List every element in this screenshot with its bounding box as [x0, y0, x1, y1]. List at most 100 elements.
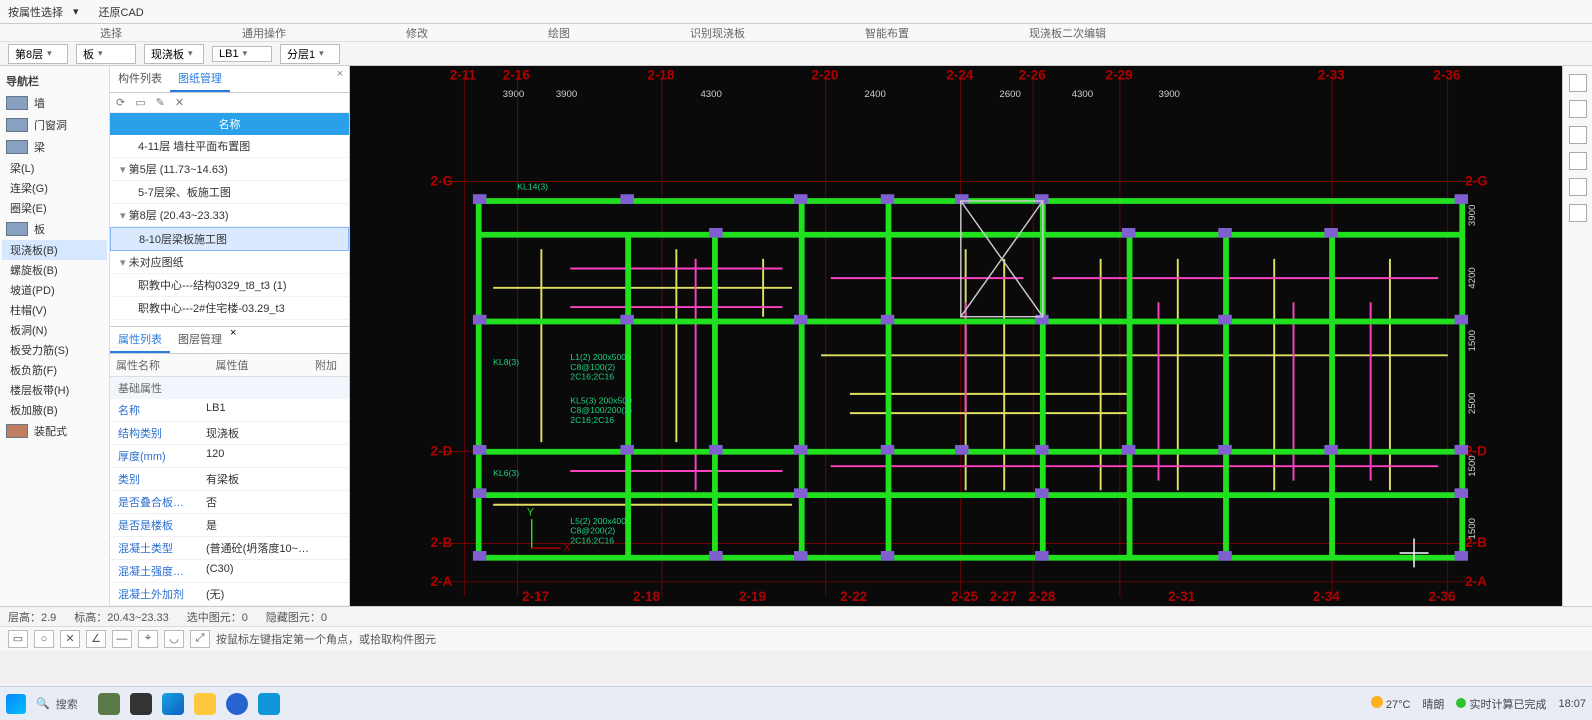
mark-value: 20.43~23.33 [107, 612, 168, 624]
svg-text:2-36: 2-36 [1433, 68, 1461, 83]
elev-value: 2.9 [41, 612, 56, 624]
tree-row[interactable]: 8-10层梁板施工图 [110, 227, 349, 251]
slab-sub-item[interactable]: 现浇板(B) [2, 240, 107, 260]
restore-cad-button[interactable]: 还原CAD [99, 4, 144, 20]
edge-icon[interactable] [162, 693, 184, 715]
property-row[interactable]: 厚度(mm)120 [110, 445, 349, 468]
app-icon[interactable] [98, 693, 120, 715]
tree-row[interactable]: 第5层 (11.73~14.63) [110, 158, 349, 181]
tree-row[interactable]: 未对应图纸 [110, 251, 349, 274]
windows-taskbar: 🔍 搜索 27°C 晴朗 实时计算已完成 18:07 [0, 686, 1592, 720]
property-row[interactable]: 类别有梁板 [110, 468, 349, 491]
delete-icon[interactable]: ✕ [175, 96, 184, 109]
cat-sub-item[interactable]: 连梁(G) [2, 178, 107, 198]
property-row[interactable]: 混凝土类型(普通砼(坍落度10~… [110, 537, 349, 560]
slab-sub-item[interactable]: 坡道(PD) [2, 280, 107, 300]
app-icon[interactable] [258, 693, 280, 715]
tree-row[interactable]: 5-7层梁、板施工图 [110, 181, 349, 204]
slab-sub-item[interactable]: 柱帽(V) [2, 300, 107, 320]
svg-text:2-D: 2-D [430, 444, 452, 459]
tab-drawing-mgmt[interactable]: 图纸管理 [170, 66, 230, 92]
measure-icon[interactable] [1569, 152, 1587, 170]
svg-text:2-16: 2-16 [503, 68, 531, 83]
tab-component-list[interactable]: 构件列表 [110, 66, 170, 92]
svg-text:2-18: 2-18 [633, 589, 661, 604]
arc-tool-icon[interactable]: ◡ [164, 630, 184, 648]
folder-icon[interactable]: ▭ [135, 96, 145, 109]
circle-tool-icon[interactable]: ○ [34, 630, 54, 648]
floor-select[interactable]: 第8层 [8, 44, 68, 64]
tree-row[interactable]: 4-11层 墙柱平面布置图 [110, 135, 349, 158]
property-row[interactable]: 混凝土强度…(C30) [110, 560, 349, 583]
svg-text:L5(2) 200x400: L5(2) 200x400 [570, 516, 626, 526]
command-prompt: 按鼠标左键指定第一个角点，或拾取构件图元 [216, 631, 436, 647]
slab-sub-item[interactable]: 板洞(N) [2, 320, 107, 340]
tree-row[interactable]: 职教中心---结构0329_t8_t3 (1) [110, 274, 349, 297]
explorer-icon[interactable] [194, 693, 216, 715]
weather-icon [1371, 696, 1383, 708]
svg-text:X: X [564, 542, 571, 554]
svg-text:2-31: 2-31 [1168, 589, 1196, 604]
slab-sub-item[interactable]: 螺旋板(B) [2, 260, 107, 280]
svg-text:KL14(3): KL14(3) [517, 181, 548, 191]
zoom-icon[interactable] [1569, 178, 1587, 196]
view3d-icon[interactable] [1569, 74, 1587, 92]
snap-tool-icon[interactable]: ⌖ [138, 630, 158, 648]
svg-text:L1(2) 200x500: L1(2) 200x500 [570, 352, 626, 362]
cat-item[interactable]: 墙 [2, 92, 107, 114]
cat-item[interactable]: 门窗洞 [2, 114, 107, 136]
cube-icon[interactable] [1569, 100, 1587, 118]
chevron-down-icon: ▾ [73, 5, 79, 18]
subtype-select[interactable]: 现浇板 [144, 44, 204, 64]
slab-sub-item[interactable]: 楼层板带(H) [2, 380, 107, 400]
slab-sub-item[interactable]: 板受力筋(S) [2, 340, 107, 360]
tab-properties[interactable]: 属性列表 [110, 327, 170, 353]
elev-label: 层高： [8, 612, 41, 624]
search-placeholder: 搜索 [56, 696, 78, 712]
cat-slab[interactable]: 板 [2, 218, 107, 240]
rect-tool-icon[interactable]: ▭ [8, 630, 28, 648]
tree-header: 名称 [110, 113, 349, 135]
property-row[interactable]: 结构类别现浇板 [110, 422, 349, 445]
svg-text:2-20: 2-20 [811, 68, 838, 83]
pan-icon[interactable] [1569, 204, 1587, 222]
cat-assembled[interactable]: 装配式 [2, 420, 107, 442]
property-row[interactable]: 是否是楼板是 [110, 514, 349, 537]
tree-row[interactable]: 第8层 (20.43~23.33) [110, 204, 349, 227]
start-button[interactable] [6, 694, 26, 714]
close-icon[interactable]: × [331, 66, 349, 92]
expand-icon[interactable]: ⤢ [190, 630, 210, 648]
name-select[interactable]: LB1 [212, 46, 272, 62]
taskbar-search[interactable]: 🔍 搜索 [36, 696, 78, 712]
app-icon[interactable] [226, 693, 248, 715]
new-icon[interactable]: ✎ [156, 96, 165, 109]
nav-header: 导航栏 [2, 70, 107, 92]
tab-layers[interactable]: 图层管理 [170, 327, 230, 353]
angle-tool-icon[interactable]: ∠ [86, 630, 106, 648]
refresh-icon[interactable]: ⟳ [116, 96, 125, 109]
app-icon[interactable] [130, 693, 152, 715]
line-tool-icon[interactable]: — [112, 630, 132, 648]
property-row[interactable]: 是否叠合板…否 [110, 491, 349, 514]
tree-row[interactable]: 职教中心---2#住宅楼-03.29_t3 [110, 297, 349, 320]
layer-icon[interactable] [1569, 126, 1587, 144]
property-row[interactable]: 混凝土外加剂(无) [110, 583, 349, 606]
cat-sub-item[interactable]: 梁(L) [2, 158, 107, 178]
slab-sub-item[interactable]: 板加腋(B) [2, 400, 107, 420]
ribbon-label-draw: 绘图 [548, 25, 570, 41]
close-tool-icon[interactable]: ✕ [60, 630, 80, 648]
cat-sub-item[interactable]: 圈梁(E) [2, 198, 107, 218]
property-row[interactable]: 名称LB1 [110, 399, 349, 422]
taskbar-apps [98, 693, 280, 715]
close-icon[interactable]: × [230, 327, 236, 353]
cat-item[interactable]: 梁 [2, 136, 107, 158]
svg-text:2400: 2400 [864, 89, 885, 100]
drawing-canvas[interactable]: 2-1139002-1639002-1843002-2024002-242600… [350, 66, 1562, 606]
slab-sub-item[interactable]: 板负筋(F) [2, 360, 107, 380]
svg-text:2C16;2C16: 2C16;2C16 [570, 371, 614, 381]
select-by-property[interactable]: 按属性选择 [8, 4, 63, 20]
type-select[interactable]: 板 [76, 44, 136, 64]
svg-text:2-27: 2-27 [990, 589, 1017, 604]
property-columns: 属性名称 属性值 附加 [110, 354, 349, 377]
split-select[interactable]: 分层1 [280, 44, 340, 64]
